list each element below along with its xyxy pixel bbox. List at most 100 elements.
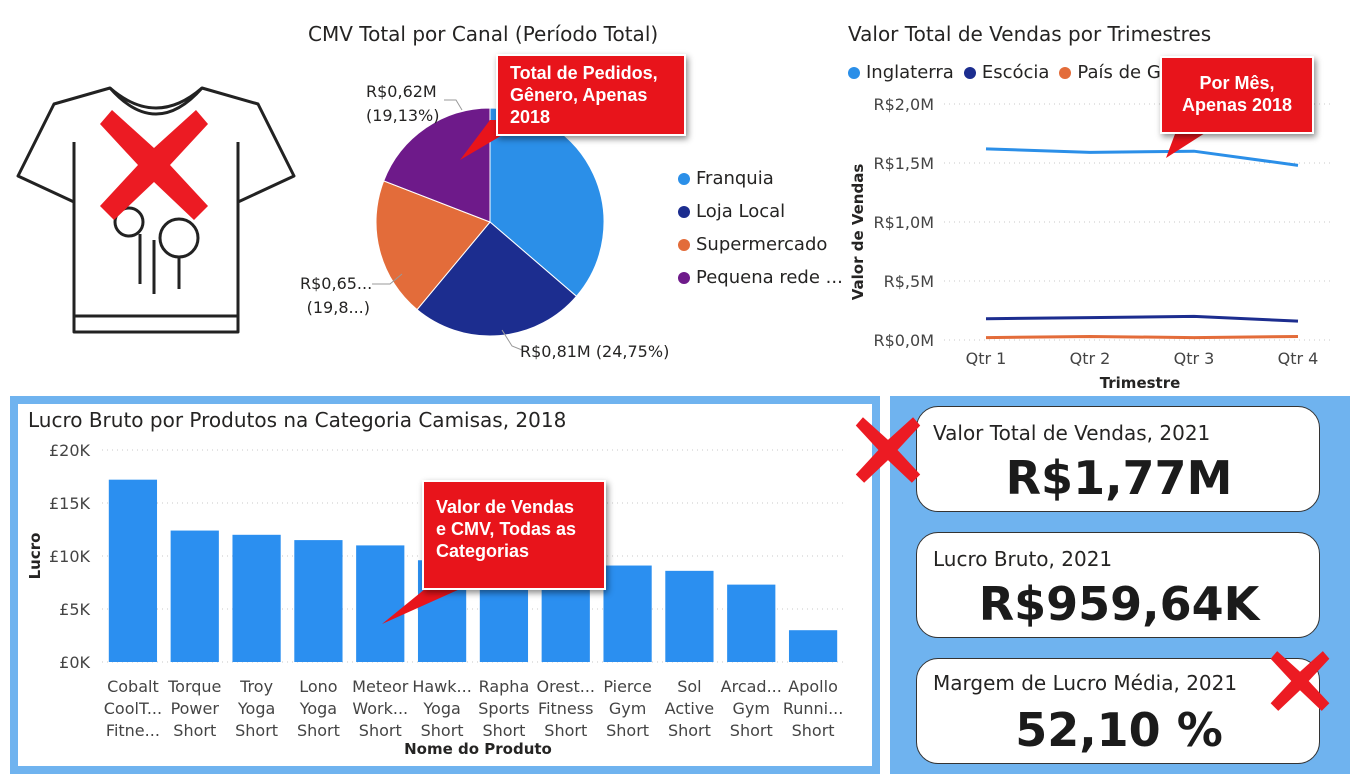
x-tick-label: Short	[173, 721, 216, 740]
y-tick-label: £20K	[49, 441, 91, 460]
x-tick-label: Torque	[167, 677, 221, 696]
pie-data-label: R$0,62M	[366, 82, 437, 101]
bar[interactable]	[727, 584, 776, 662]
legend-label: Loja Local	[696, 201, 786, 222]
line-series[interactable]	[985, 334, 1299, 340]
kpi-label: Valor Total de Vendas, 2021	[933, 421, 1211, 445]
bar[interactable]	[108, 479, 158, 662]
bar[interactable]	[170, 530, 219, 662]
legend-item-supermercado[interactable]: Supermercado	[678, 228, 843, 261]
bar[interactable]	[665, 570, 714, 662]
callout-pointer	[1166, 126, 1216, 158]
callout-line: Por Mês,	[1199, 73, 1275, 93]
line-chart: R$0,0M R$,5M R$1,0M R$1,5M R$2,0M Qtr 1 Qtr 2 Q…	[849, 95, 1330, 392]
x-tick-label: Orest...	[536, 677, 595, 696]
legend-dot-icon	[678, 205, 690, 218]
x-tick-label: Meteor	[352, 677, 409, 696]
x-tick-label: Qtr 4	[1278, 349, 1319, 368]
bar[interactable]	[232, 534, 281, 662]
tshirt-icon	[16, 86, 296, 334]
y-tick-label: R$0,0M	[873, 331, 934, 350]
y-tick-label: R$1,0M	[873, 213, 934, 232]
x-tick-label: Pierce	[603, 677, 651, 696]
y-tick-label: R$,5M	[884, 272, 934, 291]
kpi-label: Lucro Bruto, 2021	[933, 547, 1113, 571]
x-tick-label: Lono	[299, 677, 337, 696]
y-axis-title: Valor de Vendas	[849, 164, 867, 301]
x-tick-label: Short	[544, 721, 587, 740]
x-axis-title: Trimestre	[1100, 374, 1181, 392]
pie-slice[interactable]	[383, 107, 491, 223]
x-tick-label: Short	[482, 721, 525, 740]
legend-label: Escócia	[981, 62, 1050, 83]
line-legend: Inglaterra Escócia País de Gales	[848, 62, 1197, 83]
x-tick-label: Qtr 1	[966, 349, 1007, 368]
pie-label-purple: R$0,62M (19,13%)	[366, 80, 440, 128]
x-tick-label: Short	[606, 721, 649, 740]
x-tick-label: Power	[171, 699, 220, 718]
x-tick-label: Active	[665, 699, 715, 718]
legend-item-inglaterra[interactable]: Inglaterra	[848, 62, 954, 83]
callout-line: Categorias	[436, 541, 530, 561]
kpi-value: R$1,77M	[1005, 451, 1233, 505]
x-tick-label: CoolT...	[104, 699, 162, 718]
x-tick-label: Runni...	[783, 699, 844, 718]
x-tick-label: Apollo	[788, 677, 838, 696]
red-x-icon	[100, 110, 208, 220]
pie-slice[interactable]	[416, 221, 578, 337]
red-x-icon	[855, 417, 921, 483]
legend-item-loja-local[interactable]: Loja Local	[678, 195, 843, 228]
y-tick-label: R$1,5M	[873, 154, 934, 173]
legend-label: Pequena rede ...	[696, 267, 843, 288]
x-tick-label: Yoga	[237, 699, 275, 718]
legend-dot-icon	[678, 172, 690, 185]
bar[interactable]	[603, 565, 652, 662]
bar[interactable]	[788, 630, 838, 662]
legend-label: Supermercado	[696, 234, 828, 255]
x-tick-label: Troy	[239, 677, 273, 696]
pie-data-label: R$0,81M (24,75%)	[520, 342, 670, 361]
bar-chart: £0K £5K £10K £15K £20K Cobalt CoolT... Fitne...…	[26, 441, 844, 758]
bar[interactable]	[356, 545, 405, 662]
legend-label: Franquia	[696, 168, 774, 189]
callout-line: Apenas 2018	[1181, 95, 1293, 115]
kpi-value: 52,10 %	[1015, 703, 1223, 757]
pie-chart-title: CMV Total por Canal (Período Total)	[308, 22, 659, 46]
legend-item-franquia[interactable]: Franquia	[678, 162, 843, 195]
line-chart-title: Valor Total de Vendas por Trimestres	[848, 22, 1212, 46]
y-axis-title: Lucro	[26, 533, 44, 580]
callout-bar-note: Valor de Vendas e CMV, Todas as Categori…	[422, 480, 606, 590]
x-tick-label: Work...	[352, 699, 408, 718]
bar-chart-title: Lucro Bruto por Produtos na Categoria Ca…	[28, 408, 567, 432]
x-tick-label: Gym	[733, 699, 770, 718]
legend-item-escocia[interactable]: Escócia	[963, 62, 1050, 83]
pie-leader-line	[501, 329, 523, 351]
x-tick-label: Short	[792, 721, 835, 740]
kpi-label: Margem de Lucro Média, 2021	[933, 671, 1238, 695]
callout-pie-note: Total de Pedidos, Gênero, Apenas 2018	[496, 54, 686, 136]
pie-legend: Franquia Loja Local Supermercado Pequena…	[678, 162, 843, 294]
x-tick-label: Fitne...	[106, 721, 160, 740]
red-x-icon	[1270, 651, 1330, 711]
callout-line: 2018	[510, 107, 551, 127]
callout-line-note: Por Mês, Apenas 2018	[1160, 56, 1314, 134]
legend-label: Inglaterra	[866, 62, 954, 83]
line-series[interactable]	[985, 147, 1299, 167]
callout-line: e CMV, Todas as	[436, 519, 577, 539]
legend-dot-icon	[963, 66, 976, 79]
pie-data-label: R$0,65...	[300, 274, 373, 293]
callout-line: Gênero, Apenas	[510, 85, 648, 105]
x-tick-label: Rapha	[479, 677, 530, 696]
bar[interactable]	[294, 540, 343, 662]
x-axis-title: Nome do Produto	[404, 740, 552, 758]
kpi-card-margin: Margem de Lucro Média, 2021 52,10 %	[916, 658, 1320, 764]
pie-data-label: (19,13%)	[366, 106, 440, 125]
line-series[interactable]	[985, 314, 1299, 323]
x-tick-label: Sports	[478, 699, 529, 718]
legend-dot-icon	[1059, 66, 1072, 79]
pie-slice[interactable]	[375, 180, 491, 311]
pie-label-orange: R$0,65... (19,8...)	[300, 272, 373, 320]
legend-dot-icon	[848, 66, 860, 79]
callout-pointer	[382, 580, 480, 624]
legend-item-pequena-rede[interactable]: Pequena rede ...	[678, 261, 843, 294]
